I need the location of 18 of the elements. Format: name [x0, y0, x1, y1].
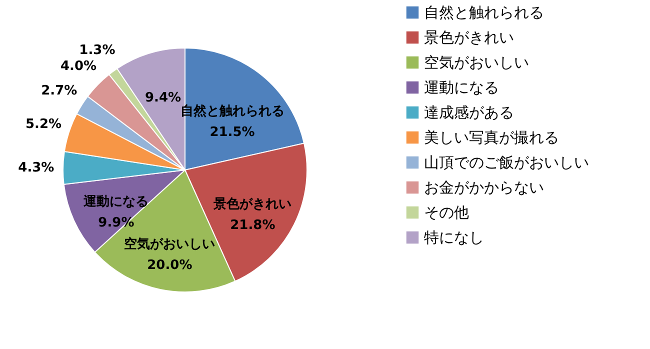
legend-label: 特になし — [424, 228, 484, 246]
data-label: 9.4% — [144, 90, 182, 106]
data-label: 5.2% — [25, 116, 62, 132]
legend-label: 美しい写真が撮れる — [424, 128, 559, 146]
data-label: 2.7% — [41, 84, 78, 99]
legend-label: その他 — [424, 204, 469, 222]
legend-label: 達成感がある — [424, 104, 514, 122]
data-label: 4.0% — [60, 59, 97, 74]
legend-label: 運動になる — [424, 78, 499, 96]
legend-label: 空気がおいしい — [424, 54, 529, 72]
legend-label: 景色がきれい — [424, 28, 514, 46]
data-label: 空気がおいしい 20.0% — [124, 236, 216, 274]
data-label: 4.3% — [18, 160, 54, 176]
data-label: 景色がきれい 21.8% — [212, 196, 292, 233]
legend-label: 山頂でのご飯がおいしい — [424, 154, 589, 172]
legend-label: お金がかからない — [424, 178, 544, 196]
data-label: 1.3% — [79, 42, 116, 58]
legend-label: 自然と触れられる — [424, 4, 544, 22]
